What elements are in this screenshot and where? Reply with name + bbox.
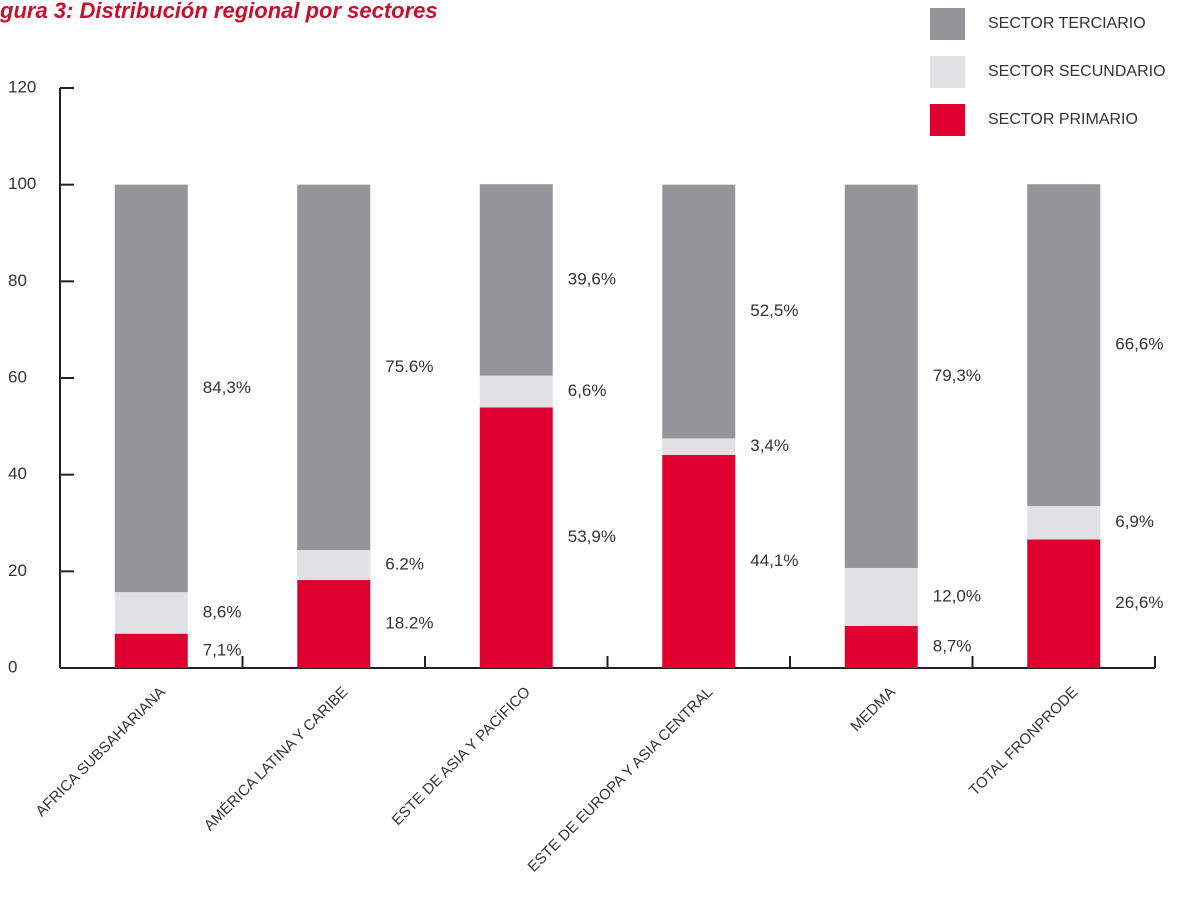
value-label: 44,1% (750, 551, 798, 570)
y-tick-label: 120 (8, 77, 36, 96)
x-tick-label: TOTAL FRONPRODE (966, 684, 1082, 800)
value-label: 8,6% (203, 602, 242, 621)
value-label: 8,7% (933, 636, 972, 655)
bar-segment (114, 184, 188, 593)
y-tick-label: 100 (8, 174, 36, 193)
legend-swatch (930, 8, 965, 40)
bar-segment (662, 438, 736, 455)
bar-segment (844, 184, 918, 568)
bar-segment (662, 454, 736, 668)
x-tick-label: MEDMA (847, 684, 899, 736)
bar-segment (297, 580, 371, 668)
bar-segment (1027, 184, 1101, 507)
bar-segment (114, 633, 188, 668)
value-label: 3,4% (750, 436, 789, 455)
value-label: 18.2% (385, 614, 433, 633)
y-tick-label: 80 (8, 271, 27, 290)
value-label: 52,5% (750, 301, 798, 320)
value-label: 6,9% (1115, 512, 1154, 531)
y-tick-label: 0 (8, 657, 17, 676)
x-tick-label: AFRICA SUBSAHARIANA (32, 684, 168, 820)
bar-segment (662, 184, 736, 439)
bar-segment (844, 625, 918, 668)
x-tick-label: ESTE DE EUROPA Y ASIA CENTRAL (525, 684, 717, 876)
bar-segment (479, 375, 553, 408)
value-label: 84,3% (203, 378, 251, 397)
bar-segment (297, 184, 371, 551)
x-tick-label: AMÉRICA LATINA Y CARIBE (201, 684, 352, 835)
bar-segment (114, 592, 188, 634)
y-tick-label: 60 (8, 367, 27, 386)
value-label: 26,6% (1115, 593, 1163, 612)
x-tick-label: ESTE DE ASIA Y PACÍFICO (389, 684, 534, 829)
value-label: 66,6% (1115, 335, 1163, 354)
bar-segment (297, 550, 371, 581)
value-label: 6.2% (385, 555, 424, 574)
value-label: 75.6% (385, 357, 433, 376)
bar-segment (479, 407, 553, 668)
value-label: 6,6% (568, 381, 607, 400)
value-label: 7,1% (203, 640, 242, 659)
bar-segment (844, 567, 918, 626)
legend-swatch (930, 56, 965, 88)
legend-label: SECTOR PRIMARIO (988, 111, 1138, 128)
value-label: 12,0% (933, 586, 981, 605)
value-label: 79,3% (933, 366, 981, 385)
value-label: 53,9% (568, 527, 616, 546)
y-tick-label: 20 (8, 561, 27, 580)
bar-segment (1027, 539, 1101, 668)
legend-label: SECTOR TERCIARIO (988, 15, 1146, 32)
legend-swatch (930, 104, 965, 136)
y-tick-label: 40 (8, 464, 27, 483)
bar-segment (479, 184, 553, 376)
value-label: 39,6% (568, 269, 616, 288)
chart-title: gura 3: Distribución regional por sector… (0, 0, 438, 23)
bar-segment (1027, 506, 1101, 540)
legend-label: SECTOR SECUNDARIO (988, 63, 1166, 80)
